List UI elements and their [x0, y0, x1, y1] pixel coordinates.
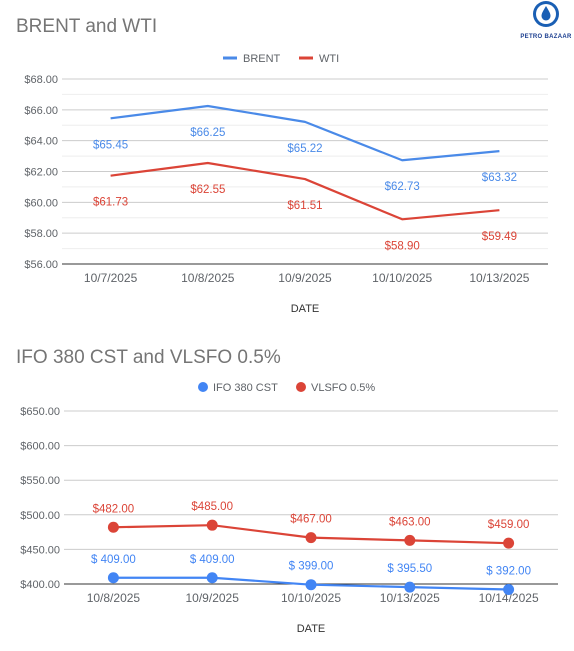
data-label: $467.00 — [290, 514, 332, 526]
y-tick-label: $64.00 — [24, 136, 58, 148]
data-label: $459.00 — [488, 519, 530, 531]
data-point — [503, 537, 515, 549]
data-label: $65.45 — [93, 139, 128, 151]
data-label: $62.55 — [190, 184, 225, 196]
data-label: $463.00 — [389, 516, 431, 528]
data-label: $61.51 — [287, 200, 322, 212]
data-label: $ 409.00 — [91, 554, 136, 566]
legend-label: BRENT — [243, 53, 281, 65]
y-tick-label: $58.00 — [24, 228, 58, 240]
data-point — [503, 584, 515, 596]
data-label: $482.00 — [93, 503, 135, 515]
data-point — [404, 534, 416, 546]
data-label: $ 395.50 — [387, 563, 432, 575]
x-tick-label: 10/9/2025 — [186, 591, 240, 605]
y-tick-label: $62.00 — [24, 167, 58, 179]
y-tick-label: $68.00 — [24, 74, 58, 86]
data-label: $485.00 — [191, 501, 233, 513]
x-tick-label: 10/10/2025 — [281, 591, 341, 605]
data-point — [305, 532, 317, 544]
x-axis-title: DATE — [297, 623, 326, 635]
legend-label: IFO 380 CST — [213, 382, 278, 394]
data-label: $ 392.00 — [486, 566, 531, 578]
y-tick-label: $60.00 — [24, 197, 58, 209]
data-point — [206, 572, 218, 584]
x-tick-label: 10/13/2025 — [380, 591, 440, 605]
data-point — [305, 579, 317, 591]
legend-label: VLSFO 0.5% — [311, 382, 375, 394]
series-line-1 — [110, 161, 500, 221]
x-tick-label: 10/9/2025 — [278, 271, 332, 285]
x-tick-label: 10/14/2025 — [479, 591, 539, 605]
data-label: $66.25 — [190, 127, 225, 139]
chart-title-oil: BRENT and WTI — [16, 16, 158, 37]
series-line-0 — [113, 576, 509, 591]
y-tick-label: $650.00 — [20, 406, 60, 418]
data-label: $59.49 — [482, 231, 517, 243]
data-label: $62.73 — [385, 181, 420, 193]
series-line-1 — [113, 524, 509, 545]
y-tick-label: $56.00 — [24, 259, 58, 271]
data-label: $ 409.00 — [190, 554, 235, 566]
x-tick-label: 10/13/2025 — [469, 271, 529, 285]
x-tick-label: 10/8/2025 — [87, 591, 141, 605]
fuel-chart-group: $400.00 $450.00 $500.00 $550.00 $600.00 $650.… — [20, 382, 558, 635]
legend-marker — [296, 382, 306, 392]
data-label: $58.90 — [385, 240, 420, 252]
x-tick-label: 10/8/2025 — [181, 271, 235, 285]
data-point — [206, 519, 218, 531]
y-tick-label: $550.00 — [20, 475, 60, 487]
petrobazaar-logo: PETRO BAZAAR — [518, 0, 574, 40]
data-label: $61.73 — [93, 197, 128, 209]
data-point — [107, 572, 119, 584]
legend-label: WTI — [319, 53, 339, 65]
x-axis-title: DATE — [291, 303, 320, 315]
y-tick-label: $600.00 — [20, 441, 60, 453]
x-tick-label: 10/7/2025 — [84, 271, 138, 285]
oil-price-chart: $56.00 $58.00 $60.00 $62.00 $64.00 $66.00 $68.… — [24, 53, 548, 315]
drop-logo-icon — [533, 1, 559, 27]
x-tick-label: 10/10/2025 — [372, 271, 432, 285]
y-tick-label: $500.00 — [20, 510, 60, 522]
series-line-0 — [110, 104, 500, 162]
y-tick-label: $450.00 — [20, 544, 60, 556]
data-point — [107, 521, 119, 533]
y-tick-label: $66.00 — [24, 105, 58, 117]
legend-marker — [198, 382, 208, 392]
data-point — [404, 581, 416, 593]
data-label: $63.32 — [482, 172, 517, 184]
data-label: $65.22 — [287, 143, 322, 155]
y-tick-label: $400.00 — [20, 579, 60, 591]
chart-title-fuel: IFO 380 CST and VLSFO 0.5% — [16, 347, 281, 368]
logo-text: PETRO BAZAAR — [520, 34, 572, 40]
data-label: $ 399.00 — [289, 561, 334, 573]
